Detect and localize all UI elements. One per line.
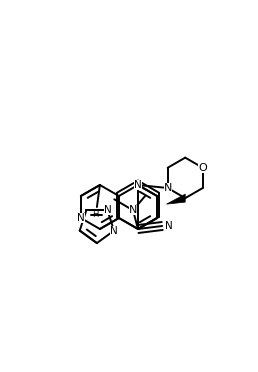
Text: N: N [129, 205, 137, 215]
Polygon shape [166, 194, 185, 204]
Text: O: O [198, 163, 207, 173]
Text: N: N [77, 213, 85, 223]
Text: H: H [92, 210, 99, 219]
Text: N: N [110, 225, 118, 235]
Text: N: N [134, 180, 142, 190]
Text: N: N [165, 221, 173, 231]
Text: N: N [164, 183, 172, 193]
Text: N: N [104, 205, 111, 215]
